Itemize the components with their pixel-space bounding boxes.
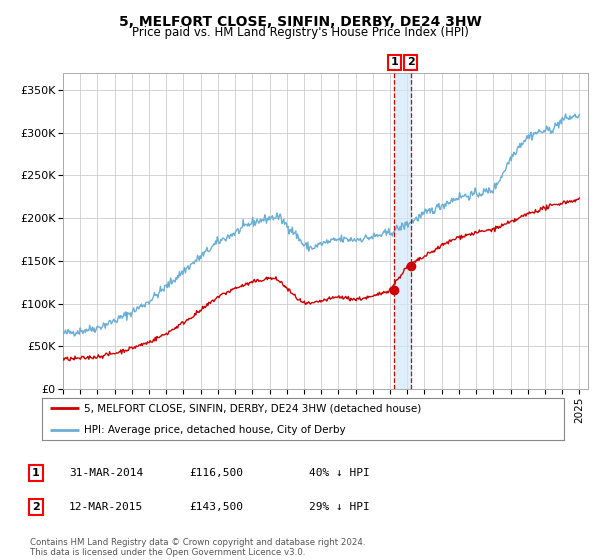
- Text: 5, MELFORT CLOSE, SINFIN, DERBY, DE24 3HW: 5, MELFORT CLOSE, SINFIN, DERBY, DE24 3H…: [119, 15, 481, 29]
- Text: 5, MELFORT CLOSE, SINFIN, DERBY, DE24 3HW (detached house): 5, MELFORT CLOSE, SINFIN, DERBY, DE24 3H…: [84, 403, 421, 413]
- Text: 12-MAR-2015: 12-MAR-2015: [69, 502, 143, 512]
- Text: Price paid vs. HM Land Registry's House Price Index (HPI): Price paid vs. HM Land Registry's House …: [131, 26, 469, 39]
- Text: Contains HM Land Registry data © Crown copyright and database right 2024.
This d: Contains HM Land Registry data © Crown c…: [30, 538, 365, 557]
- Text: 2: 2: [407, 57, 415, 67]
- Text: 1: 1: [391, 57, 398, 67]
- Text: £143,500: £143,500: [189, 502, 243, 512]
- Bar: [394, 73, 410, 389]
- Text: £116,500: £116,500: [189, 468, 243, 478]
- Text: 40% ↓ HPI: 40% ↓ HPI: [309, 468, 370, 478]
- Text: 1: 1: [32, 468, 40, 478]
- Text: HPI: Average price, detached house, City of Derby: HPI: Average price, detached house, City…: [84, 426, 346, 435]
- Text: 29% ↓ HPI: 29% ↓ HPI: [309, 502, 370, 512]
- Text: 2: 2: [32, 502, 40, 512]
- Text: 31-MAR-2014: 31-MAR-2014: [69, 468, 143, 478]
